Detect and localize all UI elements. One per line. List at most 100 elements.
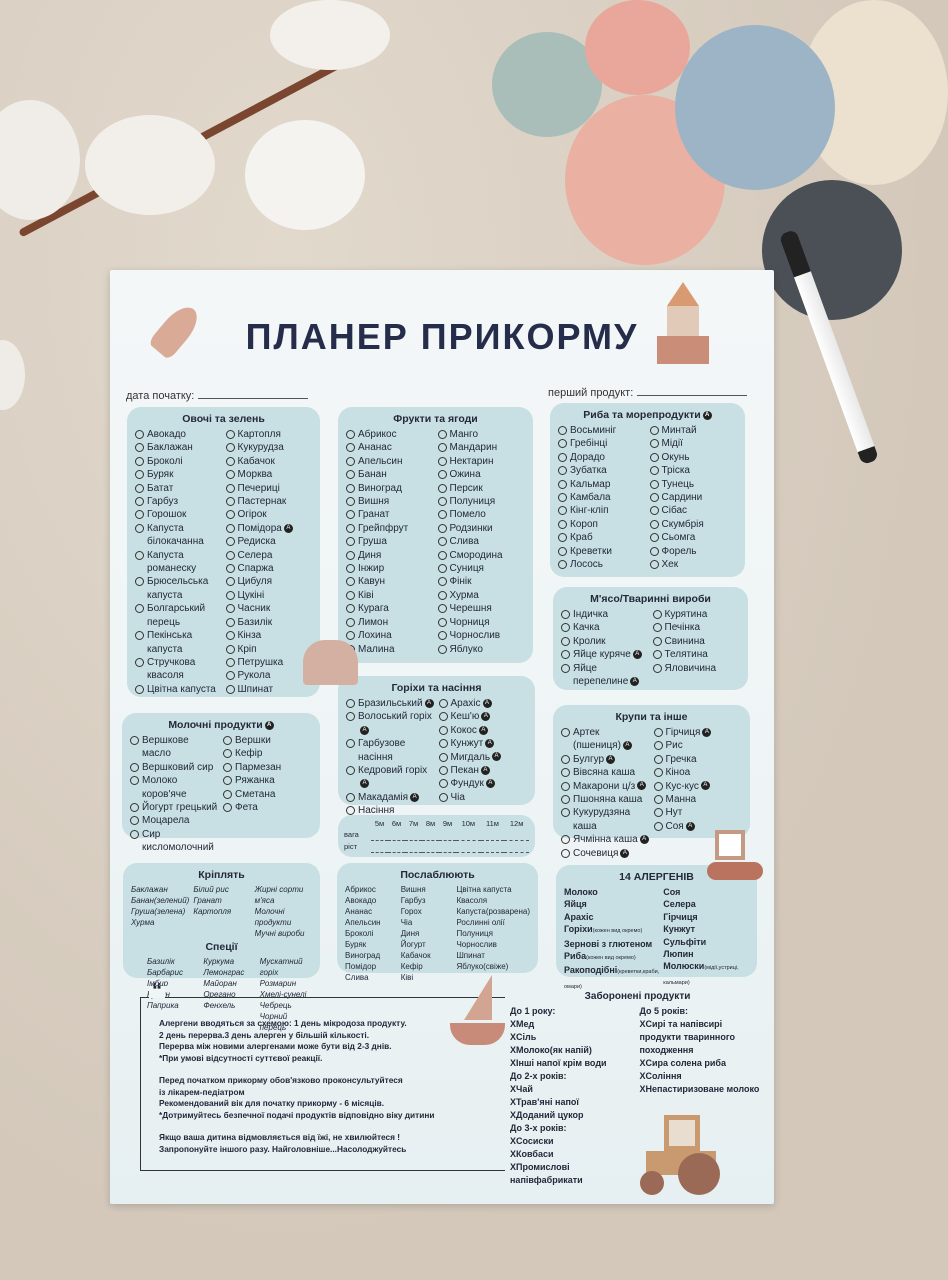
- checkbox-circle-icon[interactable]: [652, 650, 662, 660]
- checklist-item[interactable]: Вершки: [223, 734, 312, 747]
- checkbox-circle-icon[interactable]: [649, 439, 659, 449]
- checkbox-circle-icon[interactable]: [225, 564, 235, 574]
- checkbox-circle-icon[interactable]: [437, 537, 447, 547]
- checkbox-circle-icon[interactable]: [649, 506, 659, 516]
- checklist-item[interactable]: Моцарела: [130, 814, 219, 827]
- checklist-item[interactable]: Гірчиця A: [653, 726, 743, 739]
- checkbox-circle-icon[interactable]: [135, 497, 144, 507]
- checkbox-circle-icon[interactable]: [649, 519, 659, 529]
- checklist-item[interactable]: Мандарин: [437, 441, 526, 454]
- checkbox-circle-icon[interactable]: [130, 816, 139, 826]
- checkbox-circle-icon[interactable]: [225, 497, 235, 507]
- checklist-item[interactable]: Рукола: [225, 669, 313, 682]
- checkbox-circle-icon[interactable]: [438, 739, 448, 749]
- checkbox-circle-icon[interactable]: [346, 590, 355, 600]
- checklist-item[interactable]: Скумбрія: [649, 518, 738, 531]
- checkbox-circle-icon[interactable]: [558, 452, 567, 462]
- checklist-item[interactable]: Брюсельська капуста: [135, 575, 222, 602]
- checkbox-circle-icon[interactable]: [225, 644, 235, 654]
- checklist-item[interactable]: Чорнослив: [437, 629, 526, 642]
- checklist-item[interactable]: Часник: [225, 602, 313, 615]
- checkbox-circle-icon[interactable]: [346, 537, 355, 547]
- checklist-item[interactable]: Ананас: [346, 441, 434, 454]
- checklist-item[interactable]: Креветки: [558, 545, 646, 558]
- checkbox-circle-icon[interactable]: [558, 426, 567, 435]
- measurement-blank[interactable]: [388, 840, 406, 853]
- checklist-item[interactable]: Виноград: [346, 482, 434, 495]
- checkbox-circle-icon[interactable]: [437, 497, 447, 507]
- checklist-item[interactable]: Яловичина: [652, 662, 741, 675]
- checklist-item[interactable]: Макарони ц/з A: [561, 780, 650, 793]
- checklist-item[interactable]: Кукурудза: [225, 441, 313, 454]
- checkbox-circle-icon[interactable]: [346, 766, 355, 776]
- measurement-blank[interactable]: [504, 840, 529, 853]
- checkbox-circle-icon[interactable]: [649, 466, 659, 476]
- checklist-item[interactable]: Броколі: [135, 455, 222, 468]
- checkbox-circle-icon[interactable]: [558, 493, 567, 503]
- checkbox-circle-icon[interactable]: [437, 604, 447, 614]
- checklist-item[interactable]: Рис: [653, 739, 743, 752]
- checkbox-circle-icon[interactable]: [437, 470, 447, 480]
- checkbox-circle-icon[interactable]: [135, 550, 144, 560]
- checkbox-circle-icon[interactable]: [561, 754, 570, 764]
- checklist-item[interactable]: Кріп: [225, 643, 313, 656]
- checklist-item[interactable]: Цибуля: [225, 575, 313, 588]
- checklist-item[interactable]: Пармезан: [223, 761, 312, 774]
- checkbox-circle-icon[interactable]: [346, 564, 355, 574]
- checkbox-circle-icon[interactable]: [561, 848, 570, 858]
- checkbox-circle-icon[interactable]: [346, 604, 355, 614]
- checklist-item[interactable]: Стручкова квасоля: [135, 656, 222, 683]
- checklist-item[interactable]: Лосось: [558, 558, 646, 571]
- checklist-item[interactable]: Молоко коров'яче: [130, 774, 219, 801]
- checkbox-circle-icon[interactable]: [346, 443, 355, 453]
- checkbox-circle-icon[interactable]: [135, 483, 144, 493]
- checkbox-circle-icon[interactable]: [437, 483, 447, 493]
- measurement-blank[interactable]: [405, 840, 423, 853]
- checkbox-circle-icon[interactable]: [225, 510, 235, 520]
- checklist-item[interactable]: Кефір: [223, 747, 312, 760]
- checklist-item[interactable]: Індичка: [561, 608, 649, 621]
- checklist-item[interactable]: Нут: [653, 806, 743, 819]
- checkbox-circle-icon[interactable]: [438, 779, 448, 789]
- checkbox-circle-icon[interactable]: [225, 617, 235, 627]
- checklist-item[interactable]: Авокадо: [135, 428, 222, 441]
- checkbox-circle-icon[interactable]: [653, 768, 663, 778]
- checkbox-circle-icon[interactable]: [346, 739, 355, 749]
- measurement-blank[interactable]: [504, 828, 529, 841]
- checklist-item[interactable]: Мигдаль A: [438, 751, 528, 764]
- checkbox-circle-icon[interactable]: [558, 506, 567, 516]
- checklist-item[interactable]: Мідії: [649, 437, 738, 450]
- checklist-item[interactable]: Чорниця: [437, 616, 526, 629]
- checklist-item[interactable]: Краб: [558, 531, 646, 544]
- checklist-item[interactable]: Апельсин: [346, 455, 434, 468]
- checkbox-circle-icon[interactable]: [649, 426, 659, 435]
- checklist-item[interactable]: Болгарський перець: [135, 602, 222, 629]
- checkbox-circle-icon[interactable]: [558, 519, 567, 529]
- checkbox-circle-icon[interactable]: [346, 510, 355, 520]
- checklist-item[interactable]: Горошок: [135, 508, 222, 521]
- checklist-item[interactable]: Яйце перепелине A: [561, 662, 649, 689]
- checkbox-circle-icon[interactable]: [223, 776, 232, 786]
- checklist-item[interactable]: Восьминіг: [558, 424, 646, 437]
- measurement-blank[interactable]: [439, 828, 457, 841]
- checklist-item[interactable]: Вишня: [346, 495, 434, 508]
- checklist-item[interactable]: Йогурт грецький: [130, 801, 219, 814]
- checklist-item[interactable]: Гарбузове насіння: [346, 737, 435, 764]
- measurement-blank[interactable]: [371, 840, 389, 853]
- measurement-blank[interactable]: [456, 828, 481, 841]
- checkbox-circle-icon[interactable]: [649, 533, 659, 543]
- checklist-item[interactable]: Черешня: [437, 602, 526, 615]
- checkbox-circle-icon[interactable]: [649, 452, 659, 462]
- checklist-item[interactable]: Сир кисломолочний: [130, 828, 219, 855]
- checklist-item[interactable]: Арахіс A: [438, 697, 528, 710]
- checklist-item[interactable]: Слива: [437, 535, 526, 548]
- checkbox-circle-icon[interactable]: [561, 636, 570, 646]
- checklist-item[interactable]: Вершковий сир: [130, 761, 219, 774]
- checkbox-circle-icon[interactable]: [561, 768, 570, 778]
- checkbox-circle-icon[interactable]: [558, 546, 567, 556]
- checklist-item[interactable]: Баклажан: [135, 441, 222, 454]
- checkbox-circle-icon[interactable]: [346, 617, 355, 627]
- checkbox-circle-icon[interactable]: [653, 821, 663, 831]
- checklist-item[interactable]: Редиска: [225, 535, 313, 548]
- checklist-item[interactable]: Персик: [437, 482, 526, 495]
